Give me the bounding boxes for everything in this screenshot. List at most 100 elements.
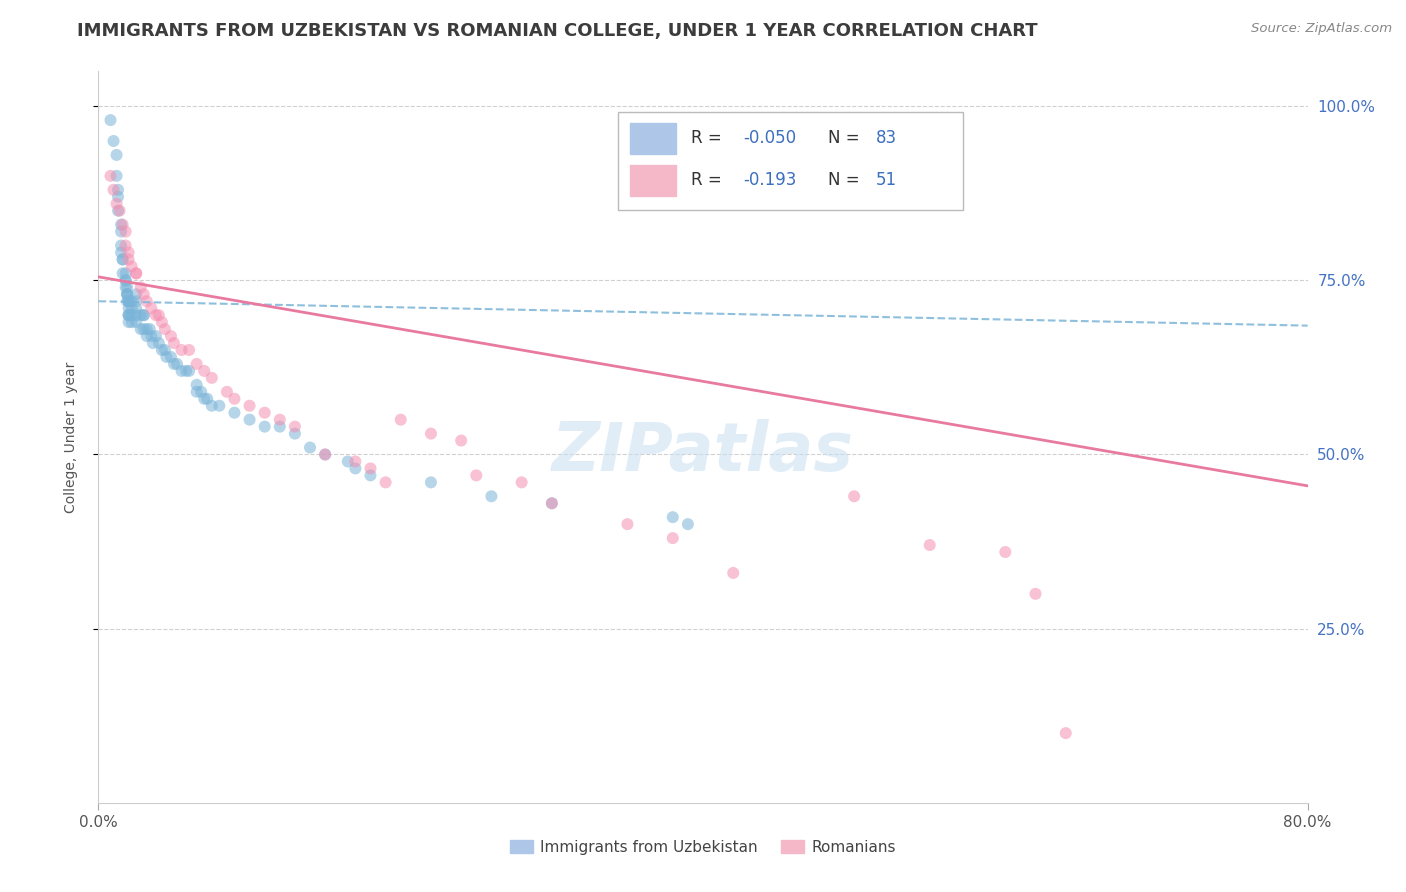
- Text: 83: 83: [876, 129, 897, 147]
- Point: [118, 245, 141, 260]
- Text: R =: R =: [690, 171, 727, 189]
- Point: [360, 461, 382, 475]
- Text: N =: N =: [828, 129, 865, 147]
- Text: R =: R =: [690, 129, 727, 147]
- Point: [115, 287, 138, 301]
- Point: [115, 287, 138, 301]
- Point: [114, 273, 136, 287]
- Point: [118, 308, 141, 322]
- Point: [844, 489, 866, 503]
- Point: [336, 454, 359, 468]
- Point: [344, 454, 367, 468]
- Point: [160, 329, 183, 343]
- Point: [314, 448, 336, 462]
- Point: [135, 322, 157, 336]
- Point: [100, 169, 122, 183]
- Point: [111, 266, 134, 280]
- Point: [374, 475, 396, 490]
- Point: [174, 364, 197, 378]
- Point: [145, 308, 167, 322]
- Point: [208, 399, 231, 413]
- Point: [661, 510, 683, 524]
- Point: [114, 273, 136, 287]
- Point: [510, 475, 533, 490]
- Text: -0.050: -0.050: [742, 129, 796, 147]
- Point: [107, 190, 129, 204]
- Point: [148, 308, 170, 322]
- Point: [135, 329, 157, 343]
- Point: [141, 301, 163, 316]
- Point: [105, 196, 128, 211]
- Point: [110, 225, 132, 239]
- Point: [179, 364, 201, 378]
- Point: [253, 419, 276, 434]
- Point: [118, 315, 141, 329]
- Point: [145, 329, 167, 343]
- Point: [125, 294, 148, 309]
- Point: [616, 517, 638, 532]
- Point: [139, 322, 162, 336]
- Point: [150, 315, 173, 329]
- FancyBboxPatch shape: [619, 112, 963, 211]
- Point: [224, 406, 246, 420]
- Point: [135, 294, 157, 309]
- Point: [118, 252, 141, 267]
- Point: [540, 496, 562, 510]
- Point: [284, 426, 307, 441]
- Point: [661, 531, 683, 545]
- Point: [129, 322, 152, 336]
- Point: [420, 475, 443, 490]
- Point: [125, 266, 148, 280]
- Point: [121, 301, 143, 316]
- Point: [201, 399, 224, 413]
- Point: [420, 426, 443, 441]
- Point: [103, 134, 125, 148]
- Point: [110, 218, 132, 232]
- Point: [111, 218, 134, 232]
- Point: [153, 343, 176, 357]
- Point: [153, 322, 176, 336]
- Point: [918, 538, 941, 552]
- Point: [118, 294, 141, 309]
- Point: [676, 517, 699, 532]
- Text: N =: N =: [828, 171, 865, 189]
- Text: 51: 51: [876, 171, 897, 189]
- Point: [125, 287, 148, 301]
- Point: [110, 245, 132, 260]
- Point: [465, 468, 488, 483]
- Point: [360, 468, 382, 483]
- Point: [121, 315, 143, 329]
- Point: [132, 287, 155, 301]
- Point: [179, 343, 201, 357]
- Point: [190, 384, 212, 399]
- Point: [540, 496, 562, 510]
- Point: [121, 308, 143, 322]
- Point: [215, 384, 238, 399]
- Point: [224, 392, 246, 406]
- Point: [114, 238, 136, 252]
- Point: [269, 419, 291, 434]
- Point: [1024, 587, 1046, 601]
- Point: [114, 266, 136, 280]
- Point: [450, 434, 472, 448]
- Point: [148, 336, 170, 351]
- Point: [118, 308, 141, 322]
- Legend: Immigrants from Uzbekistan, Romanians: Immigrants from Uzbekistan, Romanians: [503, 834, 903, 861]
- Point: [186, 377, 208, 392]
- Point: [389, 412, 412, 426]
- Point: [118, 294, 141, 309]
- Point: [141, 329, 163, 343]
- Text: IMMIGRANTS FROM UZBEKISTAN VS ROMANIAN COLLEGE, UNDER 1 YEAR CORRELATION CHART: IMMIGRANTS FROM UZBEKISTAN VS ROMANIAN C…: [77, 22, 1038, 40]
- Point: [186, 384, 208, 399]
- Point: [163, 336, 186, 351]
- Point: [110, 238, 132, 252]
- Point: [239, 412, 262, 426]
- Point: [132, 308, 155, 322]
- Point: [108, 203, 131, 218]
- Point: [114, 225, 136, 239]
- Point: [299, 441, 322, 455]
- Point: [193, 392, 215, 406]
- Point: [121, 294, 143, 309]
- Point: [115, 294, 138, 309]
- Point: [239, 399, 262, 413]
